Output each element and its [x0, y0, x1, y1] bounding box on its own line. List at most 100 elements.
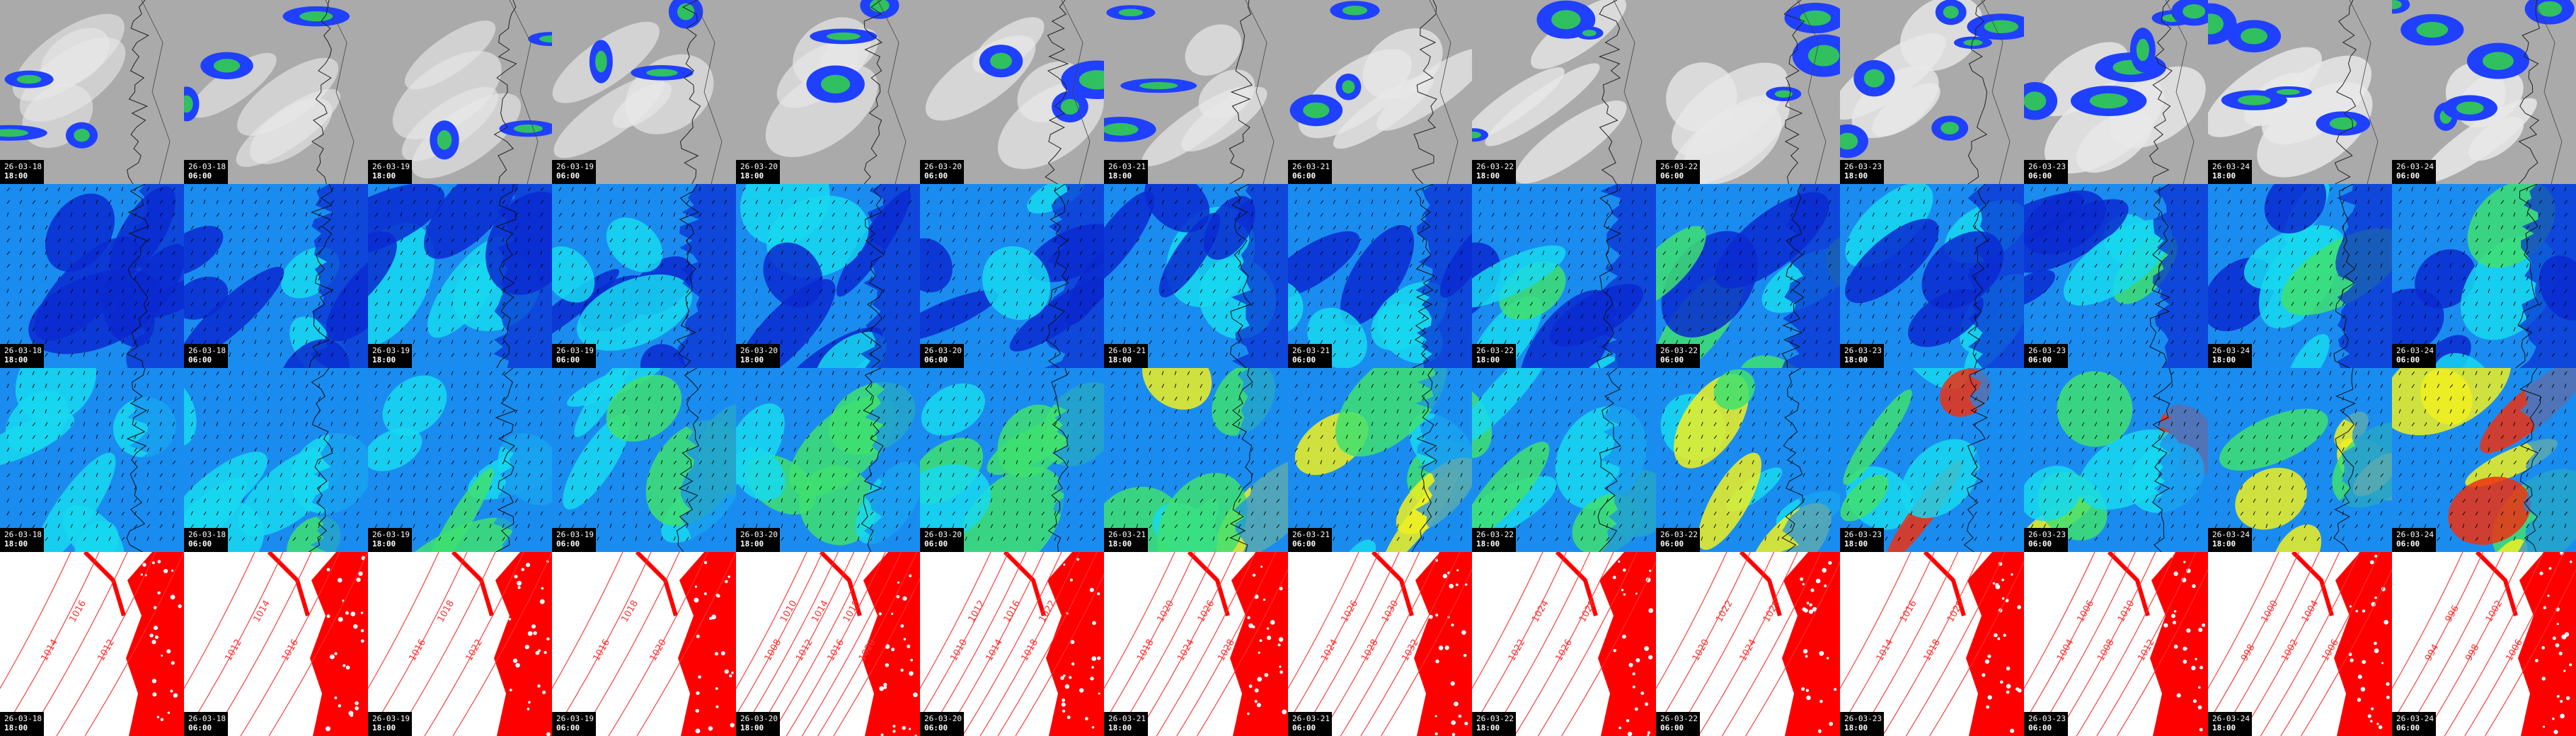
map-tile-wind-low-11[interactable]: 26-03-23 18:00 — [1840, 184, 2024, 368]
map-tile-pressure-3[interactable]: 1016 1018 1022 26-03-19 18:00 — [368, 552, 552, 736]
map-tile-precipitation-cloud-1[interactable]: 26-03-18 18:00 — [0, 0, 184, 184]
map-tile-wind-low-5[interactable]: 26-03-20 18:00 — [736, 184, 920, 368]
map-tile-pressure-12[interactable]: 1004 1006 1008 1010 1012 26-03-23 06:00 — [2024, 552, 2208, 736]
timestamp-label: 26-03-22 06:00 — [1656, 712, 1700, 736]
map-tile-pressure-7[interactable]: 1018 1020 1024 1026 1028 26-03-21 18:00 — [1104, 552, 1288, 736]
map-tile-wind-low-2[interactable]: 26-03-18 06:00 — [184, 184, 368, 368]
map-tile-pressure-13[interactable]: 998 1000 1002 1004 1006 26-03-24 18:00 — [2208, 552, 2392, 736]
map-tile-wind-high-8[interactable]: 26-03-21 06:00 — [1288, 368, 1472, 552]
map-tile-wind-high-9[interactable]: 26-03-22 18:00 — [1472, 368, 1656, 552]
timestamp-label: 26-03-23 06:00 — [2024, 528, 2068, 552]
map-tile-wind-high-2[interactable]: 26-03-18 06:00 — [184, 368, 368, 552]
timestamp-label: 26-03-21 06:00 — [1288, 160, 1332, 184]
timestamp-time: 06:00 — [2028, 171, 2052, 180]
map-tile-pressure-6[interactable]: 1010 1012 1014 1016 1018 1022 26-03-20 06:00 — [920, 552, 1104, 736]
timestamp-label: 26-03-20 06:00 — [920, 528, 964, 552]
timestamp-date: 26-03-22 — [1660, 346, 1698, 355]
map-tile-precipitation-cloud-9[interactable]: 26-03-22 18:00 — [1472, 0, 1656, 184]
timestamp-time: 06:00 — [2028, 539, 2052, 548]
map-tile-pressure-4[interactable]: 1016 1018 1020 26-03-19 06:00 — [552, 552, 736, 736]
map-tile-wind-high-13[interactable]: 26-03-24 18:00 — [2208, 368, 2392, 552]
map-image — [2024, 0, 2208, 184]
timestamp-time: 06:00 — [188, 539, 212, 548]
timestamp-date: 26-03-24 — [2212, 162, 2250, 171]
map-image — [736, 184, 920, 368]
timestamp-date: 26-03-24 — [2396, 346, 2434, 355]
timestamp-date: 26-03-24 — [2212, 714, 2250, 723]
timestamp-label: 26-03-18 18:00 — [0, 528, 44, 552]
map-tile-precipitation-cloud-13[interactable]: 26-03-24 18:00 — [2208, 0, 2392, 184]
map-tile-pressure-5[interactable]: 1008 1010 1012 1014 1016 1018 1020 26-03-20 18:0… — [736, 552, 920, 736]
timestamp-label: 26-03-24 06:00 — [2392, 528, 2436, 552]
timestamp-time: 18:00 — [1844, 355, 1868, 364]
timestamp-time: 06:00 — [924, 539, 948, 548]
map-tile-wind-high-7[interactable]: 26-03-21 18:00 — [1104, 368, 1288, 552]
map-tile-wind-low-4[interactable]: 26-03-19 06:00 — [552, 184, 736, 368]
map-tile-wind-high-11[interactable]: 26-03-23 18:00 — [1840, 368, 2024, 552]
map-tile-pressure-9[interactable]: 1022 1024 1026 1028 26-03-22 18:00 — [1472, 552, 1656, 736]
map-tile-pressure-11[interactable]: 1014 1016 1018 1020 26-03-23 18:00 — [1840, 552, 2024, 736]
map-tile-precipitation-cloud-14[interactable]: 26-03-24 06:00 — [2392, 0, 2576, 184]
map-tile-wind-low-6[interactable]: 26-03-20 06:00 — [920, 184, 1104, 368]
map-tile-wind-low-9[interactable]: 26-03-22 18:00 — [1472, 184, 1656, 368]
timestamp-date: 26-03-20 — [924, 714, 962, 723]
map-tile-wind-low-14[interactable]: 26-03-24 06:00 — [2392, 184, 2576, 368]
map-tile-wind-high-6[interactable]: 26-03-20 06:00 — [920, 368, 1104, 552]
map-tile-precipitation-cloud-10[interactable]: 26-03-22 06:00 — [1656, 0, 1840, 184]
map-tile-wind-low-13[interactable]: 26-03-24 18:00 — [2208, 184, 2392, 368]
map-image — [736, 0, 920, 184]
timestamp-time: 18:00 — [740, 723, 764, 732]
map-tile-pressure-1[interactable]: 1014 1016 1012 26-03-18 18:00 — [0, 552, 184, 736]
map-tile-wind-low-1[interactable]: 26-03-18 18:00 — [0, 184, 184, 368]
timestamp-label: 26-03-20 18:00 — [736, 344, 780, 368]
timestamp-label: 26-03-21 06:00 — [1288, 344, 1332, 368]
map-tile-precipitation-cloud-12[interactable]: 26-03-23 06:00 — [2024, 0, 2208, 184]
map-tile-wind-low-8[interactable]: 26-03-21 06:00 — [1288, 184, 1472, 368]
map-image — [920, 0, 1104, 184]
map-tile-wind-high-1[interactable]: 26-03-18 18:00 — [0, 368, 184, 552]
map-tile-wind-high-14[interactable]: 26-03-24 06:00 — [2392, 368, 2576, 552]
map-image — [184, 368, 368, 552]
map-tile-pressure-8[interactable]: 1024 1026 1028 1030 1032 26-03-21 06:00 — [1288, 552, 1472, 736]
timestamp-label: 26-03-18 06:00 — [184, 344, 228, 368]
map-tile-precipitation-cloud-7[interactable]: 26-03-21 18:00 — [1104, 0, 1288, 184]
map-image — [1840, 368, 2024, 552]
map-tile-wind-low-10[interactable]: 26-03-22 06:00 — [1656, 184, 1840, 368]
map-tile-wind-low-12[interactable]: 26-03-23 06:00 — [2024, 184, 2208, 368]
map-image — [2024, 184, 2208, 368]
timestamp-date: 26-03-20 — [740, 162, 778, 171]
map-tile-precipitation-cloud-6[interactable]: 26-03-20 06:00 — [920, 0, 1104, 184]
map-tile-wind-high-10[interactable]: 26-03-22 06:00 — [1656, 368, 1840, 552]
map-tile-wind-low-7[interactable]: 26-03-21 18:00 — [1104, 184, 1288, 368]
map-tile-precipitation-cloud-4[interactable]: 26-03-19 06:00 — [552, 0, 736, 184]
timestamp-time: 18:00 — [372, 539, 396, 548]
map-tile-wind-high-3[interactable]: 26-03-19 18:00 — [368, 368, 552, 552]
timestamp-time: 18:00 — [1476, 723, 1500, 732]
map-tile-pressure-10[interactable]: 1020 1022 1024 1026 26-03-22 06:00 — [1656, 552, 1840, 736]
timestamp-label: 26-03-21 18:00 — [1104, 528, 1148, 552]
map-tile-wind-high-5[interactable]: 26-03-20 18:00 — [736, 368, 920, 552]
map-tile-precipitation-cloud-3[interactable]: 26-03-19 18:00 — [368, 0, 552, 184]
map-tile-wind-high-4[interactable]: 26-03-19 06:00 — [552, 368, 736, 552]
timestamp-date: 26-03-18 — [4, 530, 42, 539]
timestamp-date: 26-03-24 — [2396, 162, 2434, 171]
map-tile-precipitation-cloud-2[interactable]: 26-03-18 06:00 — [184, 0, 368, 184]
map-tile-precipitation-cloud-5[interactable]: 26-03-20 18:00 — [736, 0, 920, 184]
timestamp-label: 26-03-21 18:00 — [1104, 712, 1148, 736]
timestamp-time: 06:00 — [2028, 355, 2052, 364]
map-tile-precipitation-cloud-11[interactable]: 26-03-23 18:00 — [1840, 0, 2024, 184]
map-image — [736, 368, 920, 552]
timestamp-date: 26-03-22 — [1660, 162, 1698, 171]
map-tile-pressure-14[interactable]: 994 996 998 1002 1006 26-03-24 06:00 — [2392, 552, 2576, 736]
timestamp-label: 26-03-23 18:00 — [1840, 344, 1884, 368]
map-tile-wind-low-3[interactable]: 26-03-19 18:00 — [368, 184, 552, 368]
map-tile-pressure-2[interactable]: 1012 1014 1016 26-03-18 06:00 — [184, 552, 368, 736]
map-tile-wind-high-12[interactable]: 26-03-23 06:00 — [2024, 368, 2208, 552]
map-tile-precipitation-cloud-8[interactable]: 26-03-21 06:00 — [1288, 0, 1472, 184]
timestamp-time: 18:00 — [372, 723, 396, 732]
